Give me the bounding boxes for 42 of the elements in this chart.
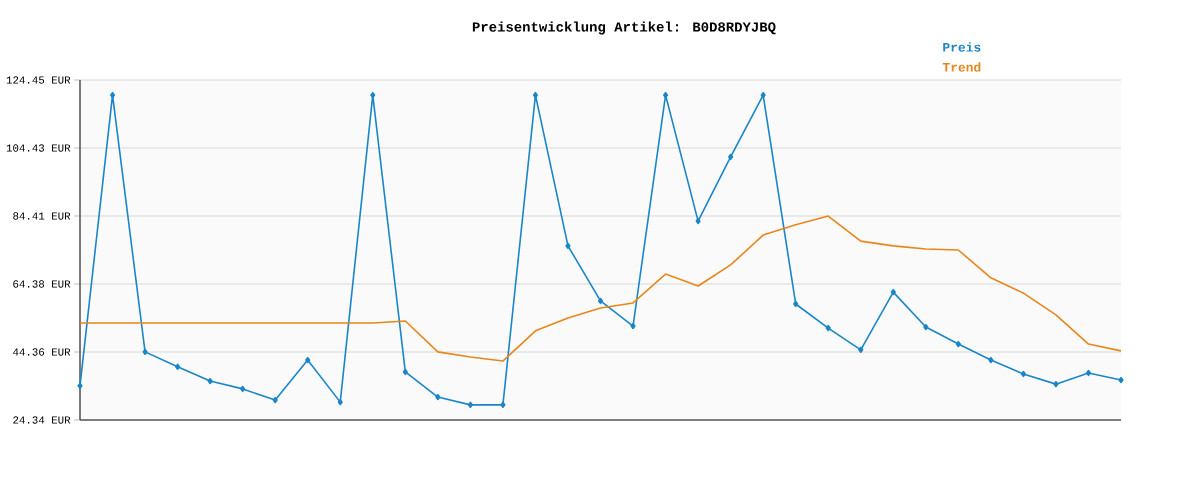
- point: [1085, 369, 1092, 377]
- point: [207, 377, 213, 385]
- point: [142, 348, 148, 356]
- point: [1118, 376, 1124, 384]
- point: [793, 300, 799, 308]
- point: [175, 363, 181, 371]
- point: [565, 242, 571, 250]
- point: [662, 91, 669, 99]
- point: [337, 398, 343, 406]
- point: [500, 401, 506, 409]
- y-tick-label: 24.34 EUR: [13, 416, 71, 424]
- point: [728, 153, 734, 161]
- point: [1053, 380, 1059, 388]
- point: [467, 401, 473, 409]
- point: [955, 340, 961, 348]
- point: [305, 356, 311, 364]
- text: Preis: [943, 42, 981, 52]
- point: [825, 324, 831, 332]
- point: [109, 91, 116, 99]
- point: [402, 368, 408, 376]
- point: [858, 346, 864, 354]
- point: [695, 217, 701, 225]
- point: [1020, 370, 1027, 378]
- point: [77, 382, 83, 390]
- y-tick-label: 124.45 EUR: [6, 76, 71, 84]
- point: [630, 322, 636, 330]
- point: [272, 396, 278, 404]
- y-tick-label: 64.38 EUR: [13, 280, 71, 288]
- text: Trend: [942, 62, 981, 72]
- point: [532, 91, 539, 99]
- point: [370, 91, 376, 99]
- chart-title: Preisentwicklung Artikel: B0D8RDYJBQ: [472, 21, 776, 35]
- point: [240, 385, 246, 393]
- point: [923, 323, 929, 331]
- y-tick-label: 44.36 EUR: [13, 348, 71, 356]
- point: [597, 297, 604, 305]
- point: [760, 91, 766, 99]
- point: [890, 288, 896, 296]
- point: [435, 393, 441, 401]
- point: [988, 356, 994, 364]
- y-tick-label: 104.43 EUR: [6, 144, 71, 152]
- y-tick-label: 84.41 EUR: [13, 212, 71, 220]
